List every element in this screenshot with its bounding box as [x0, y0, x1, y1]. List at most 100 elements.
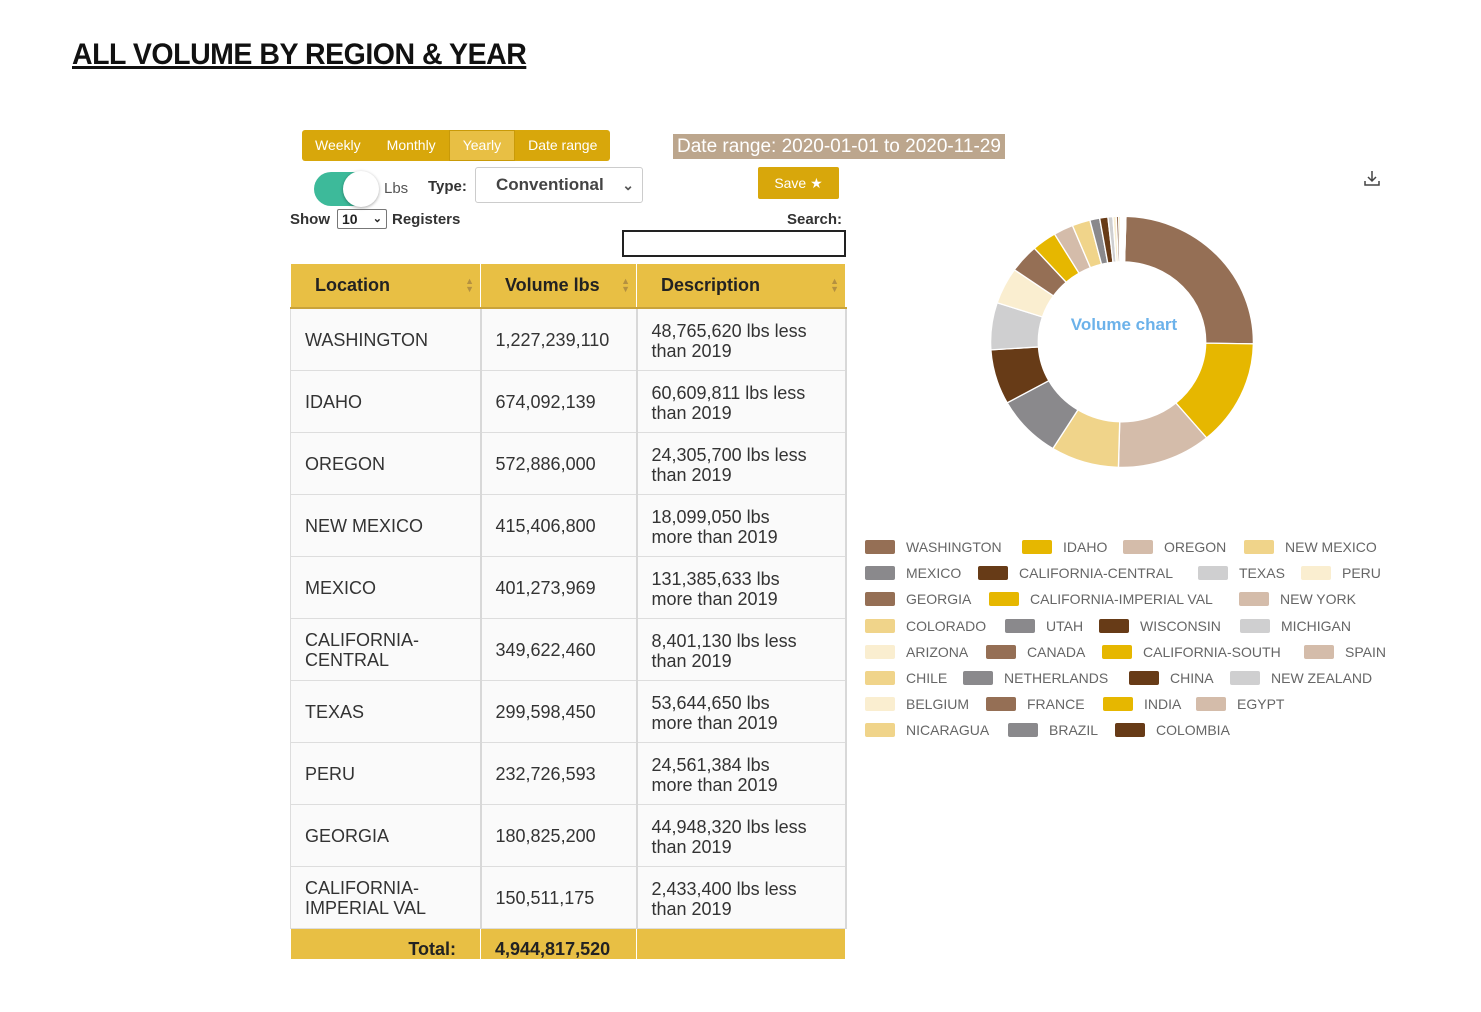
table-total-row: Total: 4,944,817,520 — [290, 928, 846, 960]
page-size-select[interactable]: 10 ⌄ — [337, 209, 387, 229]
legend-label: OREGON — [1164, 539, 1227, 555]
description-line2: than 2019 — [651, 402, 732, 423]
legend-swatch — [865, 644, 895, 659]
type-select[interactable]: Conventional ⌄ — [475, 167, 643, 203]
description-cell: 131,385,633 lbs more than 2019 — [636, 556, 847, 619]
sort-icon: ▲ ▼ — [465, 276, 474, 294]
location-cell: OREGON — [290, 432, 482, 495]
pie-slice-colombia[interactable] — [1123, 215, 1127, 263]
legend-item[interactable]: NEW ZEALAND — [1230, 669, 1372, 687]
legend-label: MEXICO — [906, 565, 962, 582]
chart-title: Volume chart — [1071, 315, 1178, 334]
volume-cell: 572,886,000 — [480, 432, 638, 495]
legend-item[interactable]: CHINA — [1129, 669, 1214, 687]
legend-swatch — [1123, 540, 1153, 554]
legend-item[interactable]: COLORADO — [865, 617, 986, 635]
volume-cell: 180,825,200 — [480, 804, 638, 867]
description-line1: 53,644,650 lbs — [651, 692, 770, 713]
description-line1: 131,385,633 lbs — [651, 568, 780, 589]
legend-item[interactable]: COLOMBIA — [1115, 721, 1230, 739]
unit-toggle[interactable] — [314, 171, 379, 207]
search-input[interactable] — [622, 230, 846, 257]
table-row: IDAHO 674,092,139 60,609,811 lbs less than … — [290, 370, 847, 433]
legend-item[interactable]: NICARAGUA — [865, 721, 989, 739]
description-line1: 24,305,700 lbs less — [651, 444, 807, 465]
download-icon[interactable] — [1362, 168, 1382, 188]
legend-item[interactable]: MEXICO — [865, 564, 961, 582]
legend-item[interactable]: TEXAS — [1198, 564, 1285, 582]
location-text: MEXICO — [305, 577, 377, 598]
legend-swatch — [1103, 697, 1133, 712]
legend-label: EGYPT — [1237, 696, 1285, 713]
volume-cell: 232,726,593 — [480, 742, 638, 805]
legend-item[interactable]: WASHINGTON — [865, 538, 1002, 556]
table-row: CALIFORNIA- CENTRAL 349,622,460 8,401,130 l… — [290, 618, 847, 681]
column-header-location[interactable]: Location ▲ ▼ — [290, 263, 481, 309]
total-label: Total: — [290, 928, 481, 960]
location-text-line2: IMPERIAL VAL — [305, 897, 427, 918]
legend-swatch — [1244, 540, 1274, 554]
legend-item[interactable]: BELGIUM — [865, 695, 969, 713]
date-range-label: Date range: 2020-01-01 to 2020-11-29 — [673, 134, 1005, 159]
location-cell: CALIFORNIA- CENTRAL — [290, 618, 482, 681]
total-empty-cell — [636, 928, 846, 960]
toggle-knob — [343, 171, 379, 207]
location-text: PERU — [305, 763, 356, 784]
location-cell: MEXICO — [290, 556, 482, 619]
type-label: Type: — [428, 178, 467, 195]
table-row: OREGON 572,886,000 24,305,700 lbs less than… — [290, 432, 847, 495]
legend-label: INDIA — [1144, 696, 1182, 713]
column-header-description[interactable]: Description ▲ ▼ — [636, 263, 846, 309]
legend-label: PERU — [1342, 565, 1381, 582]
legend-item[interactable]: GEORGIA — [865, 590, 971, 608]
legend-swatch — [1022, 540, 1052, 554]
legend-swatch — [1102, 644, 1132, 659]
legend-swatch — [1301, 566, 1331, 581]
legend-label: CHILE — [906, 670, 948, 686]
legend-item[interactable]: UTAH — [1005, 617, 1083, 635]
legend-item[interactable]: OREGON — [1123, 538, 1226, 556]
legend-item[interactable]: PERU — [1301, 564, 1381, 582]
legend-label: SPAIN — [1345, 643, 1386, 660]
legend-swatch — [865, 671, 895, 685]
legend-label: UTAH — [1046, 617, 1084, 634]
location-text-line2: CENTRAL — [305, 649, 390, 670]
legend-item[interactable]: EGYPT — [1196, 695, 1284, 713]
legend-item[interactable]: FRANCE — [986, 695, 1085, 713]
legend-item[interactable]: IDAHO — [1022, 538, 1107, 556]
weekly-button[interactable]: Weekly — [315, 137, 361, 153]
legend-item[interactable]: CALIFORNIA-IMPERIAL VAL — [989, 590, 1213, 608]
legend-item[interactable]: CALIFORNIA-CENTRAL — [978, 564, 1173, 582]
legend-item[interactable]: SPAIN — [1304, 643, 1386, 661]
location-cell: WASHINGTON — [290, 307, 482, 371]
yearly-button[interactable]: Yearly — [448, 130, 516, 161]
legend-swatch — [986, 697, 1016, 712]
legend-label: FRANCE — [1027, 696, 1085, 713]
legend-item[interactable]: CHILE — [865, 669, 947, 687]
column-header-volume[interactable]: Volume lbs ▲ ▼ — [480, 263, 637, 309]
description-line2: than 2019 — [651, 650, 732, 671]
legend-item[interactable]: MICHIGAN — [1240, 617, 1351, 635]
legend-item[interactable]: BRAZIL — [1008, 721, 1098, 739]
legend-swatch — [1304, 644, 1334, 659]
legend-item[interactable]: INDIA — [1103, 695, 1181, 713]
volume-cell: 299,598,450 — [480, 680, 638, 743]
table-row: TEXAS 299,598,450 53,644,650 lbs more than … — [290, 680, 847, 743]
legend-swatch — [1198, 566, 1228, 581]
legend-item[interactable]: NETHERLANDS — [963, 669, 1108, 687]
legend-item[interactable]: WISCONSIN — [1099, 617, 1221, 635]
legend-item[interactable]: CALIFORNIA-SOUTH — [1102, 643, 1281, 661]
pie-slice-washington[interactable] — [1123, 215, 1255, 345]
column-header-label: Description — [661, 275, 761, 295]
monthly-button[interactable]: Monthly — [386, 137, 436, 153]
legend-swatch — [1240, 618, 1270, 633]
legend-item[interactable]: NEW YORK — [1239, 590, 1356, 608]
location-cell: GEORGIA — [290, 804, 482, 867]
legend-item[interactable]: NEW MEXICO — [1244, 538, 1377, 556]
description-line2: than 2019 — [651, 340, 732, 361]
date-range-button[interactable]: Date range — [528, 137, 598, 153]
save-button[interactable]: Save ★ — [758, 167, 839, 199]
legend-item[interactable]: CANADA — [986, 643, 1085, 661]
legend-label: BRAZIL — [1049, 722, 1099, 739]
legend-item[interactable]: ARIZONA — [865, 643, 968, 661]
